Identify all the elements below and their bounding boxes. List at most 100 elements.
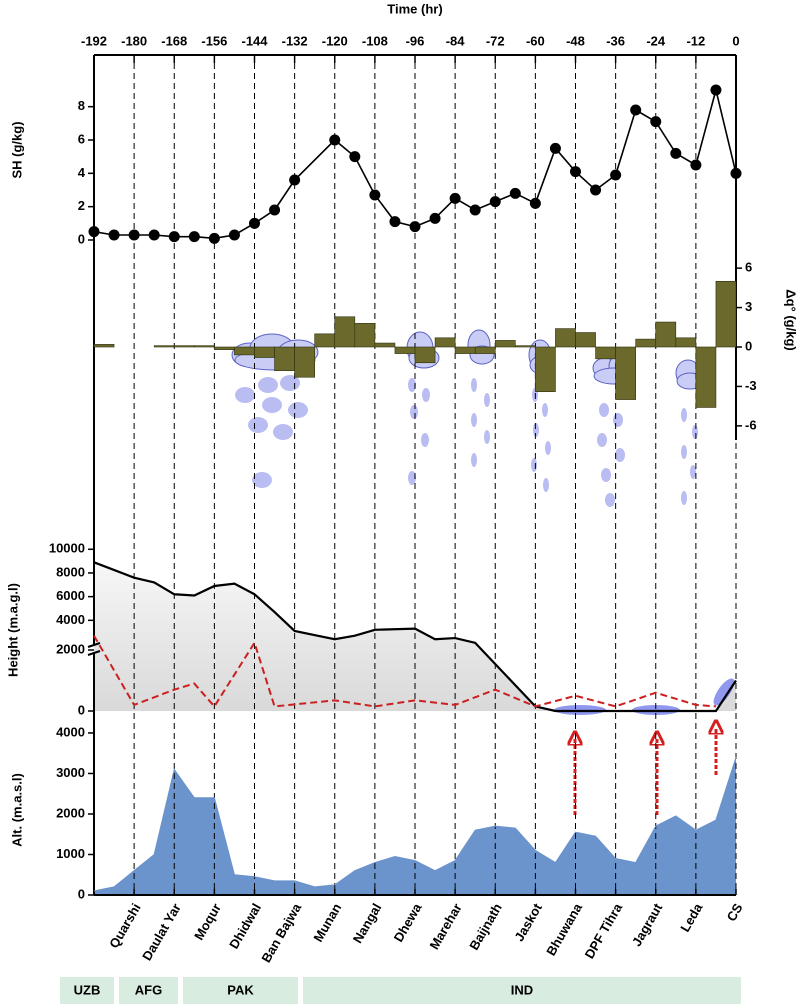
sh-point <box>369 189 381 201</box>
sh-point <box>188 231 200 243</box>
x-tick-label: -84 <box>446 33 466 48</box>
sh-point <box>128 229 140 241</box>
x-tick-label: -96 <box>406 33 425 48</box>
location-label: Bhuwana <box>543 900 585 958</box>
x-tick-label: -24 <box>646 33 666 48</box>
x-tick-label: -132 <box>282 33 308 48</box>
sh-point <box>409 221 421 233</box>
bar <box>254 346 275 358</box>
bar <box>194 345 215 348</box>
rain <box>408 378 430 485</box>
location-label: Leda <box>677 900 706 934</box>
bar <box>695 346 717 408</box>
location-label: Daulat Yar <box>139 901 184 963</box>
sh-point <box>469 204 481 216</box>
x-tick-label: 0 <box>732 33 739 48</box>
location-label: CS <box>724 900 746 923</box>
location-label: Marehar <box>426 901 464 952</box>
rain <box>471 378 490 467</box>
bar <box>394 346 416 354</box>
country-label: IND <box>511 982 533 997</box>
x-tick-label: -60 <box>526 33 545 48</box>
axis-break <box>87 650 101 656</box>
y-tick-label: 0 <box>78 231 85 246</box>
sh-point <box>730 167 742 179</box>
sh-point <box>148 229 160 241</box>
y-axis-title: SH (g/kg) <box>9 121 24 178</box>
x-tick-label: -168 <box>161 33 187 48</box>
sh-point <box>690 159 702 171</box>
y-tick-label: 1000 <box>56 846 85 861</box>
location-label: Jagraut <box>629 900 666 949</box>
sh-point <box>228 229 240 241</box>
y-tick-label: 0 <box>745 338 752 353</box>
bar <box>234 346 255 356</box>
sh-point <box>389 216 401 228</box>
y-tick-label: -3 <box>745 378 757 393</box>
location-label: Dhidwal <box>226 901 264 952</box>
location-label: Munan <box>310 901 344 945</box>
location-label: Baijnath <box>466 901 505 953</box>
area-line <box>93 757 737 892</box>
y-tick-label: 3 <box>745 299 752 314</box>
y-tick-label: -6 <box>745 417 757 432</box>
y-tick-label: 6000 <box>56 588 85 603</box>
bar <box>173 345 195 348</box>
bar <box>314 333 336 348</box>
x-tick-label: -12 <box>686 33 705 48</box>
sh-point <box>108 229 120 241</box>
country-label: AFG <box>135 982 162 997</box>
x-axis-title: Time (hr) <box>387 1 442 16</box>
y-tick-label: 4 <box>78 165 86 180</box>
bar <box>153 345 175 348</box>
x-tick-label: -36 <box>606 33 625 48</box>
bar <box>595 346 616 360</box>
rain <box>531 388 551 492</box>
y-axis-title: Alt. (m.a.s.l) <box>9 773 24 847</box>
location-label: Quarshi <box>106 901 144 951</box>
height-line <box>93 635 717 709</box>
country-box <box>183 977 298 1004</box>
rain <box>681 408 698 505</box>
y-tick-label: 2 <box>78 198 85 213</box>
bar <box>615 346 636 400</box>
x-tick-label: -144 <box>241 33 268 48</box>
location-label: Ban Bajwa <box>258 900 304 965</box>
bar <box>635 338 657 348</box>
y-tick-label: 8000 <box>56 564 85 579</box>
area-fill <box>94 757 736 895</box>
sh-point <box>509 187 521 199</box>
bar <box>434 337 456 348</box>
x-tick-label: -108 <box>362 33 388 48</box>
x-tick-label: -180 <box>121 33 147 48</box>
sh-point <box>88 226 100 238</box>
y-tick-label: 2000 <box>56 805 85 820</box>
sh-point <box>570 166 581 178</box>
bar <box>675 337 697 348</box>
x-tick-label: -72 <box>486 33 505 48</box>
y-tick-label: 0 <box>78 886 85 901</box>
bar <box>575 332 596 348</box>
sh-point <box>168 231 180 243</box>
x-tick-label: -48 <box>566 33 585 48</box>
location-label: DPF Tihra <box>582 900 626 961</box>
arrows <box>575 727 716 815</box>
y-tick-label: 6 <box>745 260 752 275</box>
x-tick-label: -192 <box>81 33 107 48</box>
sh-point <box>670 147 682 159</box>
sh-point <box>710 84 722 96</box>
sh-point <box>590 184 602 196</box>
sh-point <box>549 142 561 154</box>
sh-point <box>208 232 220 244</box>
bar <box>93 344 115 348</box>
bar <box>334 316 356 348</box>
x-tick-label: -120 <box>322 33 348 48</box>
country-label: UZB <box>74 982 101 997</box>
sh-point <box>429 212 441 224</box>
sh-point <box>289 174 301 186</box>
y-tick-label: 0 <box>78 702 85 717</box>
location-label: Jaskot <box>511 900 545 944</box>
location-label: Nangal <box>350 901 385 946</box>
country-box <box>119 977 178 1004</box>
bar <box>555 328 576 348</box>
